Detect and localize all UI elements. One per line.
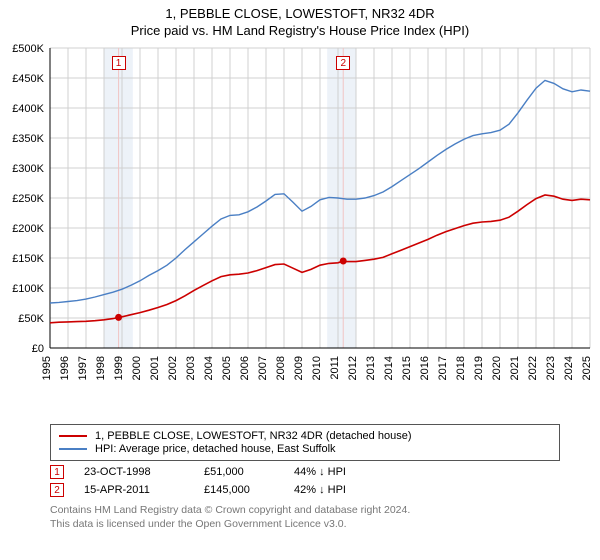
titles: 1, PEBBLE CLOSE, LOWESTOFT, NR32 4DR Pri…: [0, 0, 600, 38]
legend-swatch: [59, 448, 87, 450]
svg-text:2016: 2016: [419, 356, 431, 380]
legend-item: HPI: Average price, detached house, East…: [59, 443, 551, 455]
svg-text:1997: 1997: [77, 356, 89, 380]
svg-text:1998: 1998: [95, 356, 107, 380]
svg-text:2004: 2004: [203, 356, 215, 380]
chart-area: £0 £50K £100K £150K £200K £250K £300K £350K £400…: [0, 38, 600, 418]
svg-text:2001: 2001: [149, 356, 161, 380]
line-chart-svg: £0 £50K £100K £150K £200K £250K £300K £350K £400…: [0, 38, 600, 418]
sale-row-diff: 44% ↓ HPI: [294, 466, 414, 478]
legend-label: HPI: Average price, detached house, East…: [95, 443, 336, 455]
svg-text:1996: 1996: [59, 356, 71, 380]
svg-text:£450K: £450K: [12, 73, 44, 85]
svg-text:2008: 2008: [275, 356, 287, 380]
sale-marker-2: 2: [336, 56, 350, 70]
sale-row-diff: 42% ↓ HPI: [294, 484, 414, 496]
legend-swatch: [59, 435, 87, 437]
svg-text:2011: 2011: [329, 356, 341, 380]
svg-text:£200K: £200K: [12, 223, 44, 235]
svg-text:1999: 1999: [113, 356, 125, 380]
svg-text:£350K: £350K: [12, 133, 44, 145]
sale-data-table: 1 23-OCT-1998£51,00044% ↓ HPI 2 15-APR-2011…: [50, 465, 560, 497]
svg-text:2007: 2007: [257, 356, 269, 380]
svg-text:1995: 1995: [41, 356, 53, 380]
svg-text:£250K: £250K: [12, 193, 44, 205]
sale-row: 1 23-OCT-1998£51,00044% ↓ HPI: [50, 465, 560, 479]
footnote: Contains HM Land Registry data © Crown c…: [50, 503, 560, 531]
svg-text:2017: 2017: [437, 356, 449, 380]
footnote-line1: Contains HM Land Registry data © Crown c…: [50, 504, 410, 516]
svg-text:£150K: £150K: [12, 253, 44, 265]
svg-text:2012: 2012: [347, 356, 359, 380]
svg-text:2006: 2006: [239, 356, 251, 380]
svg-text:2013: 2013: [365, 356, 377, 380]
sale-marker-1: 1: [112, 56, 126, 70]
sale-row: 2 15-APR-2011£145,00042% ↓ HPI: [50, 483, 560, 497]
svg-text:2014: 2014: [383, 356, 395, 380]
svg-text:£400K: £400K: [12, 103, 44, 115]
svg-text:2023: 2023: [545, 356, 557, 380]
chart-container: 1, PEBBLE CLOSE, LOWESTOFT, NR32 4DR Pri…: [0, 0, 600, 531]
svg-text:2005: 2005: [221, 356, 233, 380]
footnote-line2: This data is licensed under the Open Gov…: [50, 518, 347, 530]
svg-text:2024: 2024: [563, 356, 575, 380]
svg-text:2019: 2019: [473, 356, 485, 380]
title-address: 1, PEBBLE CLOSE, LOWESTOFT, NR32 4DR: [0, 6, 600, 21]
svg-text:£100K: £100K: [12, 283, 44, 295]
svg-text:2015: 2015: [401, 356, 413, 380]
sale-row-price: £51,000: [204, 466, 294, 478]
legend: 1, PEBBLE CLOSE, LOWESTOFT, NR32 4DR (de…: [50, 424, 560, 461]
svg-text:2003: 2003: [185, 356, 197, 380]
svg-text:£0: £0: [32, 343, 44, 355]
svg-text:£500K: £500K: [12, 43, 44, 55]
svg-text:2025: 2025: [581, 356, 593, 380]
svg-text:2010: 2010: [311, 356, 323, 380]
sale-row-marker: 2: [50, 483, 64, 497]
svg-text:2009: 2009: [293, 356, 305, 380]
svg-text:£50K: £50K: [18, 313, 44, 325]
svg-text:2022: 2022: [527, 356, 539, 380]
sale-row-date: 15-APR-2011: [84, 484, 204, 496]
legend-item: 1, PEBBLE CLOSE, LOWESTOFT, NR32 4DR (de…: [59, 430, 551, 442]
svg-text:2020: 2020: [491, 356, 503, 380]
svg-text:2021: 2021: [509, 356, 521, 380]
svg-text:2000: 2000: [131, 356, 143, 380]
sale-row-date: 23-OCT-1998: [84, 466, 204, 478]
svg-text:£300K: £300K: [12, 163, 44, 175]
sale-row-marker: 1: [50, 465, 64, 479]
title-subtitle: Price paid vs. HM Land Registry's House …: [0, 23, 600, 38]
legend-label: 1, PEBBLE CLOSE, LOWESTOFT, NR32 4DR (de…: [95, 430, 412, 442]
svg-text:2018: 2018: [455, 356, 467, 380]
sale-row-price: £145,000: [204, 484, 294, 496]
svg-text:2002: 2002: [167, 356, 179, 380]
